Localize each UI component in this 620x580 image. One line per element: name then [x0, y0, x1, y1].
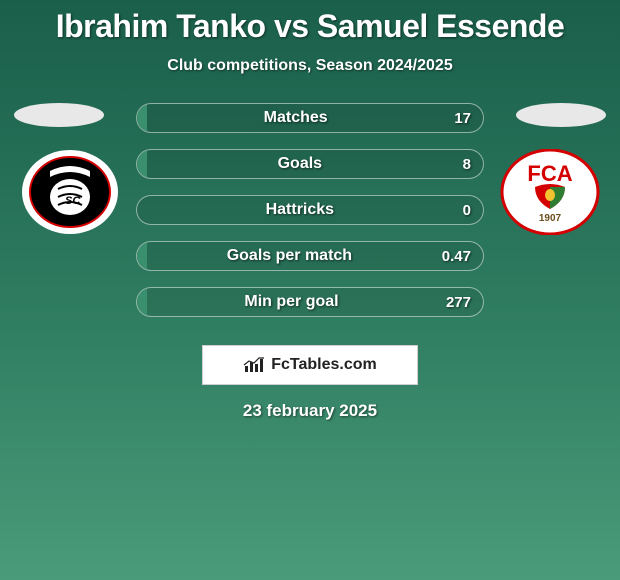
stat-row-hattricks: Hattricks 0 [136, 195, 484, 225]
svg-text:1907: 1907 [539, 213, 562, 224]
stat-label: Matches [137, 109, 454, 127]
stat-label: Min per goal [137, 293, 446, 311]
attribution-box[interactable]: FcTables.com [202, 345, 418, 385]
stat-row-min-per-goal: Min per goal 277 [136, 287, 484, 317]
bar-chart-icon [243, 356, 265, 374]
page-title: Ibrahim Tanko vs Samuel Essende [0, 0, 620, 45]
stat-row-goals-per-match: Goals per match 0.47 [136, 241, 484, 271]
stat-value: 277 [446, 294, 483, 311]
stat-value: 8 [463, 156, 483, 173]
club-badge-left: SC [20, 149, 120, 235]
player-photo-left [14, 103, 104, 127]
club-badge-right: FCA 1907 [500, 149, 600, 235]
stat-row-matches: Matches 17 [136, 103, 484, 133]
svg-text:FCA: FCA [527, 161, 572, 186]
subtitle: Club competitions, Season 2024/2025 [0, 57, 620, 75]
stat-label: Goals [137, 155, 463, 173]
date-label: 23 february 2025 [0, 401, 620, 421]
stat-value: 0 [463, 202, 483, 219]
stat-value: 0.47 [442, 248, 483, 265]
stat-row-goals: Goals 8 [136, 149, 484, 179]
attribution-label: FcTables.com [271, 356, 377, 374]
stat-label: Hattricks [137, 201, 463, 219]
comparison-area: SC FCA 1907 Matches 17 Goals 8 Hattricks… [0, 103, 620, 343]
stat-value: 17 [454, 110, 483, 127]
stat-label: Goals per match [137, 247, 442, 265]
stats-list: Matches 17 Goals 8 Hattricks 0 Goals per… [136, 103, 484, 333]
svg-text:SC: SC [65, 195, 81, 207]
player-photo-right [516, 103, 606, 127]
